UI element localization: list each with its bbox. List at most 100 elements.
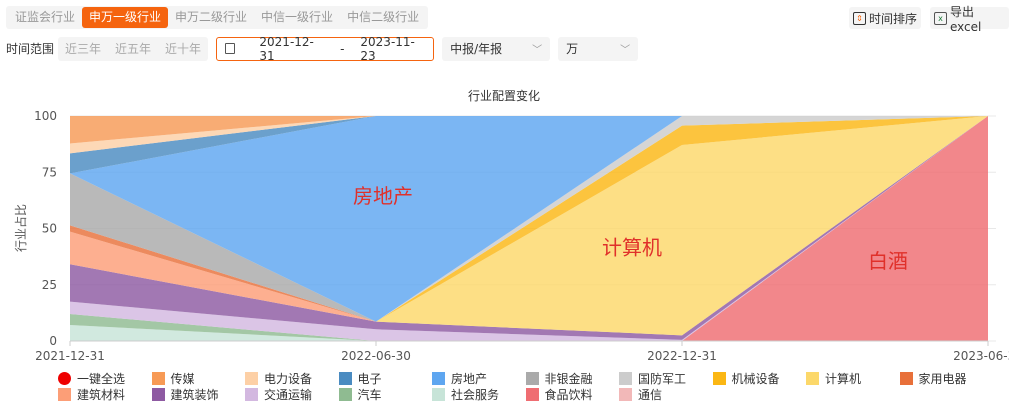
legend-item[interactable]: 房地产	[432, 370, 487, 387]
legend-label: 国防军工	[638, 372, 687, 386]
y-tick-label: 0	[49, 334, 57, 348]
select-all-icon	[58, 372, 71, 385]
report-type-select[interactable]: 中报/年报 ﹀	[442, 36, 551, 61]
legend-swatch	[338, 372, 352, 385]
tab-1[interactable]: 申万一级行业	[82, 7, 169, 28]
legend-item[interactable]: 汽车	[338, 386, 382, 403]
legend-item[interactable]: 计算机	[806, 370, 861, 387]
legend-swatch	[58, 388, 71, 401]
area-11[interactable]	[70, 116, 988, 341]
legend-swatch	[712, 372, 726, 385]
legend-label: 计算机	[825, 372, 862, 386]
chevron-down-icon: ﹀	[532, 45, 543, 56]
area-annotation: 白酒	[868, 249, 908, 273]
preset-10y[interactable]: 近十年	[165, 42, 202, 56]
y-tick-label: 100	[34, 109, 57, 123]
legend-swatch	[151, 372, 165, 385]
legend-item[interactable]: 传媒	[151, 370, 195, 387]
area-0[interactable]	[70, 116, 988, 144]
end-date[interactable]: 2023-11-23	[360, 34, 415, 63]
legend-swatch	[619, 388, 632, 401]
legend-label: 机械设备	[731, 372, 780, 386]
x-tick-label: 2022-06-30	[341, 349, 411, 363]
tab-4[interactable]: 中信二级行业	[347, 10, 420, 24]
legend-item[interactable]: 建筑材料	[58, 386, 125, 403]
legend-swatch	[245, 372, 258, 385]
x-tick-label: 2023-06-30	[953, 349, 1009, 363]
legend-item[interactable]: 社会服务	[432, 386, 499, 403]
sort-icon: ⇕	[853, 11, 866, 25]
legend-label: 食品饮料	[544, 388, 593, 402]
calendar-icon	[225, 43, 236, 54]
chevron-down-icon: ﹀	[620, 45, 631, 56]
legend-item[interactable]: 机械设备	[712, 370, 780, 387]
legend-item[interactable]: 家用电器	[899, 370, 967, 387]
excel-icon: x	[934, 11, 947, 25]
y-axis-label: 行业占比	[13, 204, 28, 252]
unit-value: 万	[566, 42, 579, 56]
area-2[interactable]	[70, 116, 988, 174]
legend-item[interactable]: 电子	[338, 370, 382, 387]
legend-label: 交通运输	[264, 388, 313, 402]
legend-label: 建筑材料	[77, 388, 126, 402]
time-range-label: 时间范围	[6, 42, 55, 56]
unit-select[interactable]: 万 ﹀	[558, 36, 639, 61]
legend-swatch	[806, 372, 819, 385]
legend-select-all[interactable]: 一键全选	[58, 370, 125, 387]
legend-label: 房地产	[451, 372, 488, 386]
start-date[interactable]: 2021-12-31	[259, 34, 314, 63]
time-sort-label: 时间排序	[869, 11, 918, 26]
legend-label: 社会服务	[451, 388, 500, 402]
export-excel-button[interactable]: x 导出excel	[930, 5, 1009, 34]
legend-label: 电力设备	[264, 372, 313, 386]
legend-label: 一键全选	[77, 372, 126, 386]
y-tick-label: 75	[42, 165, 57, 179]
legend-swatch	[432, 372, 445, 385]
report-type-value: 中报/年报	[450, 42, 503, 56]
x-tick-label: 2021-12-31	[35, 349, 105, 363]
area-7[interactable]	[70, 116, 988, 336]
x-tick-label: 2022-12-31	[647, 349, 717, 363]
area-annotation: 房地产	[353, 184, 413, 208]
legend-label: 家用电器	[918, 372, 967, 386]
legend-label: 汽车	[357, 388, 382, 402]
tab-0[interactable]: 证监会行业	[15, 10, 76, 24]
legend-item[interactable]: 国防军工	[619, 370, 686, 387]
legend-swatch	[899, 372, 913, 385]
legend-item[interactable]: 非银金融	[525, 370, 593, 387]
legend-swatch	[432, 388, 445, 401]
y-tick-label: 25	[42, 278, 57, 292]
legend-item[interactable]: 通信	[619, 386, 662, 403]
area-annotation: 计算机	[602, 236, 662, 260]
area-3[interactable]	[70, 116, 988, 322]
y-tick-label: 50	[42, 222, 57, 236]
tab-3[interactable]: 中信一级行业	[261, 10, 334, 24]
legend-item[interactable]: 食品饮料	[525, 386, 593, 403]
time-sort-button[interactable]: ⇕ 时间排序	[849, 7, 922, 29]
time-range-presets: 近三年 近五年 近十年	[58, 36, 209, 61]
area-10[interactable]	[70, 116, 988, 340]
tab-2[interactable]: 申万二级行业	[175, 10, 248, 24]
legend-item[interactable]: 交通运输	[245, 386, 312, 403]
legend-label: 电子	[357, 372, 382, 386]
legend-swatch	[525, 388, 539, 401]
chart-title: 行业配置变化	[468, 88, 540, 103]
legend-swatch	[245, 388, 258, 401]
export-label: 导出excel	[949, 4, 982, 34]
legend-item[interactable]: 电力设备	[245, 370, 312, 387]
preset-5y[interactable]: 近五年	[115, 42, 152, 56]
date-separator: -	[340, 41, 345, 56]
legend-swatch	[338, 388, 352, 401]
industry-tabs: 证监会行业 申万一级行业 申万二级行业 中信一级行业 中信二级行业	[6, 6, 429, 29]
preset-3y[interactable]: 近三年	[65, 42, 102, 56]
legend-swatch	[619, 372, 632, 385]
legend-swatch	[525, 372, 539, 385]
legend-swatch	[151, 388, 165, 401]
area-1[interactable]	[70, 116, 988, 154]
legend-item[interactable]: 建筑装饰	[151, 386, 219, 403]
legend-label: 建筑装饰	[170, 388, 219, 402]
date-range-picker[interactable]: 2021-12-31 - 2023-11-23	[216, 34, 435, 63]
legend-label: 非银金融	[544, 372, 593, 386]
legend-label: 传媒	[170, 372, 195, 386]
